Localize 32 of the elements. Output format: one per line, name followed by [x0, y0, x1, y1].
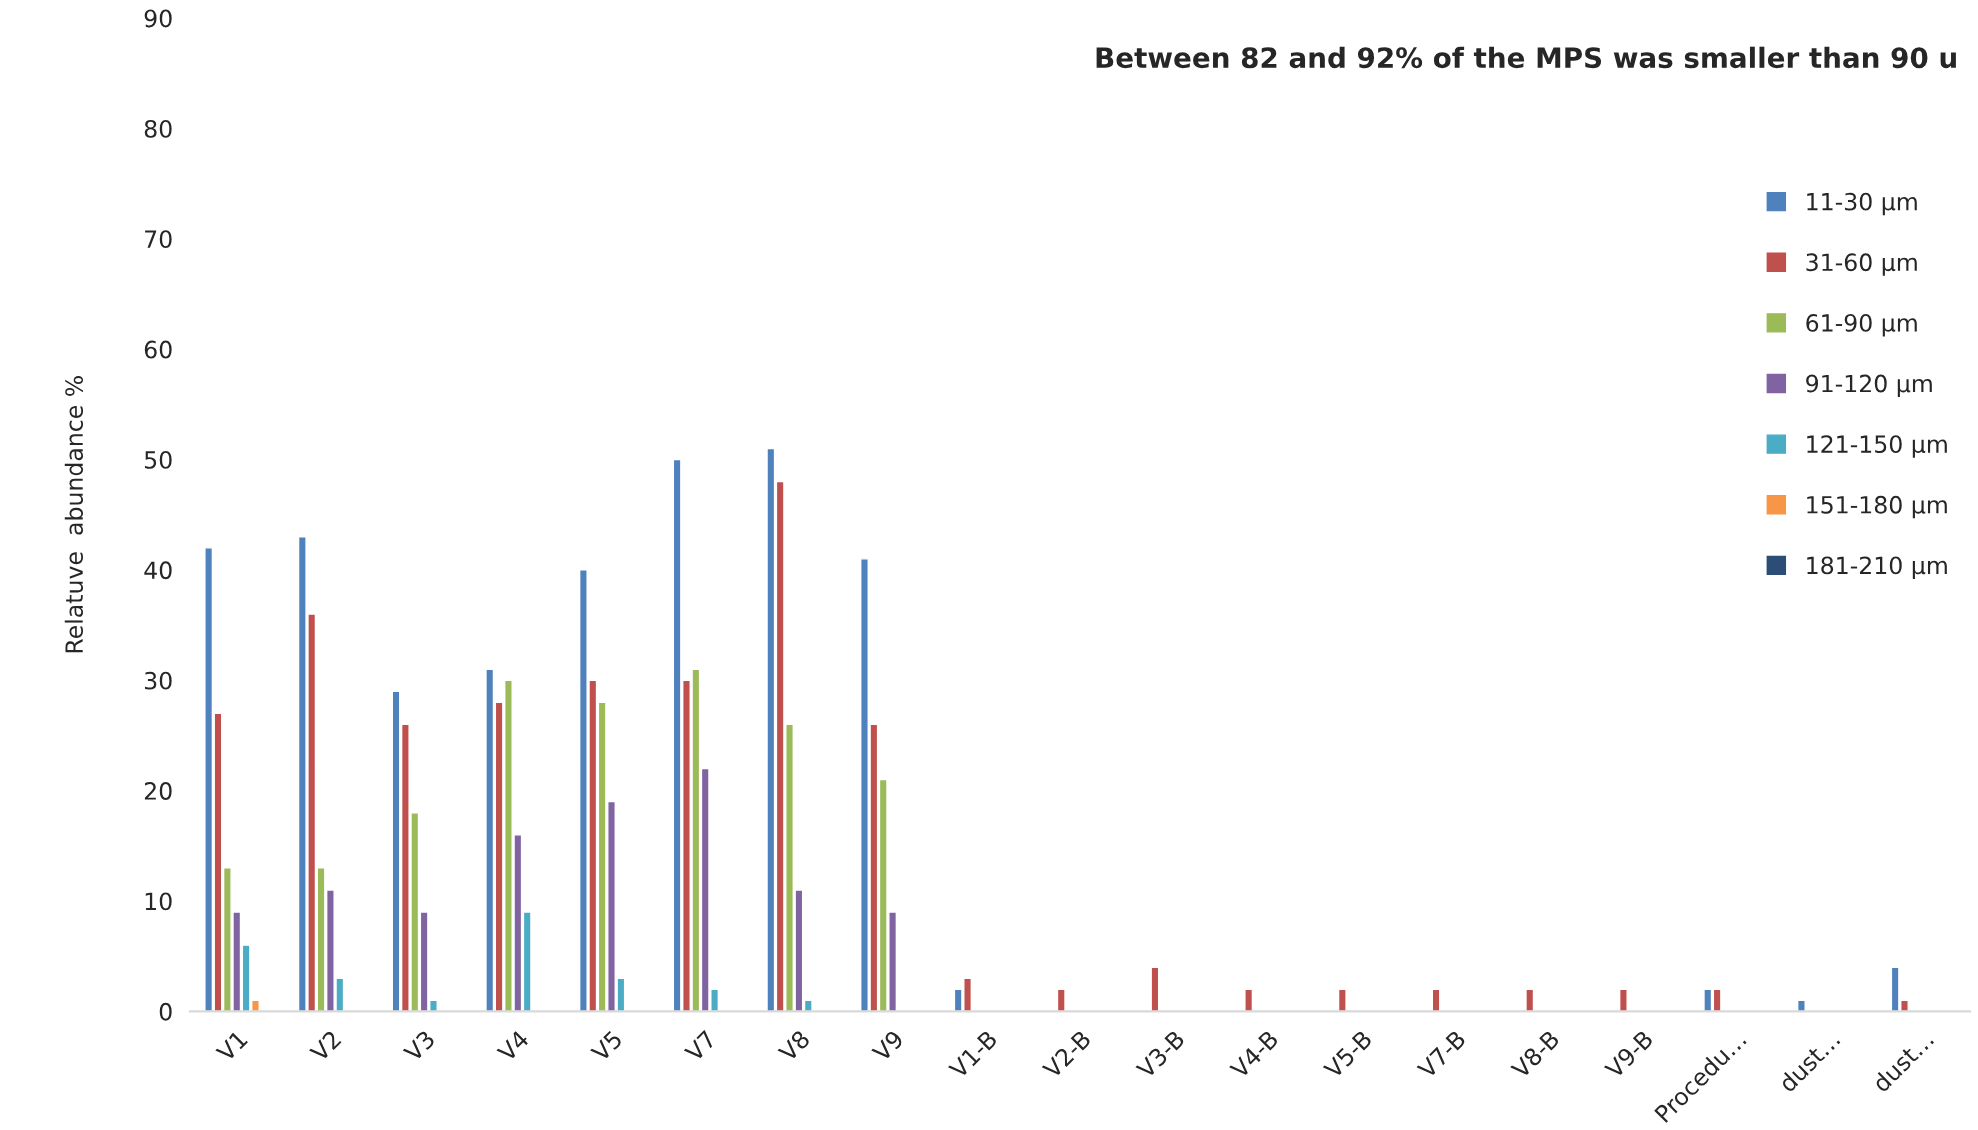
y-tick-label: 20	[144, 782, 172, 800]
bar	[1337, 988, 1347, 1012]
y-tick-label: 90	[144, 9, 172, 28]
x-tick-label: V9	[870, 1029, 905, 1063]
legend-label: 11-30 µm	[1807, 192, 1917, 216]
y-tick-label: 50	[145, 450, 172, 469]
y-tick-label: 70	[145, 230, 172, 249]
legend-label: 151-180 µm	[1807, 495, 1947, 519]
y-tick-label: 80	[144, 119, 172, 138]
legend-label: 121-150 µm	[1807, 435, 1947, 458]
bar	[1525, 988, 1535, 1012]
y-tick-label: 30	[144, 671, 172, 690]
bar	[1056, 988, 1066, 1012]
legend-label: 91-120 µm	[1806, 374, 1932, 398]
x-tick-label: V2	[308, 1029, 342, 1063]
x-tick-label: V3	[402, 1029, 436, 1063]
x-tick-label: V4	[496, 1029, 530, 1063]
x-tick-label: V8	[777, 1029, 811, 1063]
bar	[1244, 988, 1254, 1012]
x-tick-label: V7	[683, 1029, 717, 1063]
y-tick-label: 10	[145, 892, 172, 911]
legend-label: 61-90 µm	[1806, 313, 1917, 337]
y-tick-label: 40	[144, 561, 172, 580]
bar	[1618, 988, 1628, 1012]
legend-label: 31-60 µm	[1806, 253, 1917, 276]
y-axis-title: Relatuve abundance %	[64, 376, 84, 653]
y-tick-label: 0	[159, 1002, 172, 1021]
legend-label: 181-210 µm	[1807, 556, 1947, 579]
y-tick-label: 60	[144, 340, 172, 359]
text: Between 82 and 92% of the MPS was smaller than 90 u	[1096, 46, 1956, 69]
x-tick-label: V5	[590, 1029, 623, 1063]
x-tick-label: V1	[215, 1030, 248, 1063]
